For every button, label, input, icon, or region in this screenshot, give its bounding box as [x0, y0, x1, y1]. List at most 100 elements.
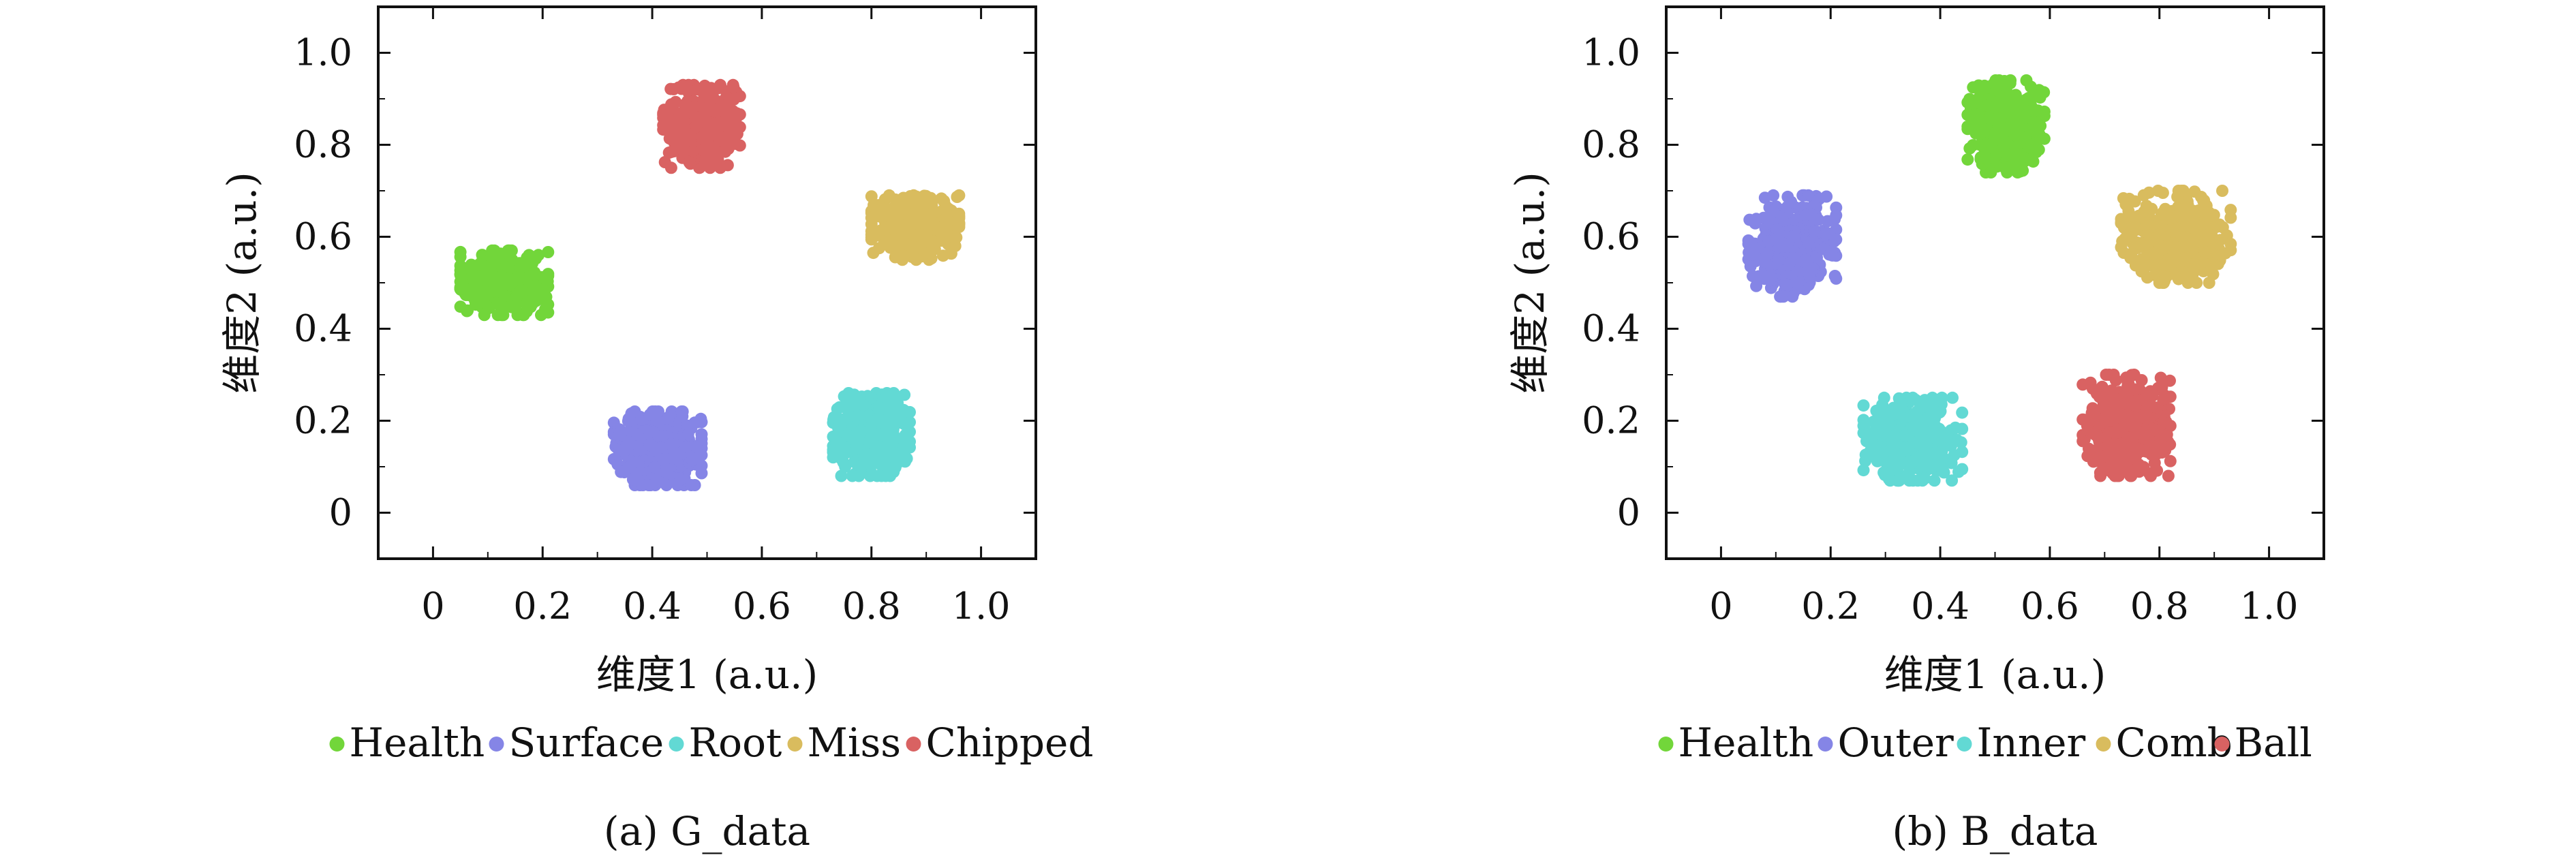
point	[889, 461, 902, 474]
point	[827, 430, 840, 443]
point	[1785, 196, 1798, 208]
point	[1895, 401, 1908, 414]
point	[1761, 270, 1774, 283]
series-chipped	[657, 78, 746, 174]
legend-marker	[329, 737, 345, 752]
point	[695, 467, 708, 480]
point	[2126, 369, 2138, 382]
point	[2157, 416, 2170, 429]
point	[2016, 97, 2029, 110]
legend-item-miss: Miss	[787, 720, 901, 766]
y-tick-label: 0.8	[1582, 123, 1640, 166]
point	[652, 416, 665, 429]
point	[674, 474, 686, 486]
point	[883, 412, 896, 424]
point	[2191, 217, 2204, 230]
point	[1826, 249, 1839, 262]
point	[853, 469, 865, 482]
point	[1805, 263, 1818, 276]
point	[2203, 277, 2215, 289]
legend-marker	[2096, 737, 2111, 752]
point	[726, 105, 739, 118]
point	[2115, 217, 2128, 230]
scatter-chart-b: 0 0.2 0.4 0.6 0.8 1.0 0 0.2 0.4 0.6 0.8 1.0 维度1 (a.u…	[1507, 5, 2325, 854]
point	[2123, 439, 2136, 452]
point	[681, 419, 694, 432]
legend-item-outer: Outer	[1818, 720, 1954, 766]
x-tick-label: 0.8	[2130, 585, 2189, 628]
series-surface	[607, 405, 708, 491]
point	[2100, 461, 2113, 474]
legend-label: Miss	[808, 720, 901, 766]
series-miss	[865, 189, 966, 266]
point	[688, 479, 701, 491]
point	[632, 456, 645, 469]
point	[1961, 120, 1974, 133]
point	[657, 108, 670, 121]
point	[676, 410, 689, 423]
point	[652, 476, 665, 488]
series-ball	[2076, 369, 2177, 482]
point	[2089, 415, 2102, 428]
point	[1830, 233, 1843, 246]
point	[1946, 391, 1959, 404]
point	[482, 288, 495, 301]
point	[850, 439, 863, 452]
point	[1883, 429, 1896, 442]
point	[936, 232, 949, 245]
point	[874, 459, 887, 471]
point	[1933, 406, 1946, 419]
point	[2006, 114, 2019, 127]
point	[2135, 236, 2148, 249]
point	[1877, 444, 1890, 457]
point	[2076, 378, 2089, 391]
y-tick-label: 0.4	[1582, 307, 1640, 350]
point	[472, 283, 485, 296]
y-tick-label: 0.2	[294, 399, 352, 442]
point	[1956, 446, 1969, 459]
y-axis-label: 维度2 (a.u.)	[219, 172, 265, 393]
point	[1891, 448, 1904, 461]
legend-marker	[669, 737, 684, 752]
point	[631, 428, 644, 441]
point	[1910, 436, 1922, 449]
y-tick-label: 0.6	[1582, 215, 1640, 258]
point	[2079, 414, 2091, 427]
point	[1961, 96, 1974, 109]
point	[1974, 118, 1987, 131]
point	[2216, 221, 2229, 234]
point	[2127, 452, 2139, 465]
point	[480, 262, 493, 274]
point	[2026, 141, 2038, 154]
y-tick-label: 0.6	[294, 215, 352, 258]
point	[2136, 427, 2149, 440]
point	[2107, 369, 2120, 381]
x-tick-label: 0.6	[733, 585, 791, 628]
point	[2210, 238, 2223, 251]
point	[2089, 429, 2102, 442]
point	[2192, 256, 2205, 269]
point	[2141, 403, 2153, 415]
point	[867, 247, 880, 260]
point	[1999, 125, 2012, 138]
point	[510, 290, 523, 303]
point	[1936, 426, 1948, 439]
point	[860, 448, 872, 461]
point	[949, 240, 962, 252]
point	[1770, 223, 1783, 236]
point	[1786, 230, 1799, 243]
point	[904, 416, 916, 429]
point	[2015, 109, 2028, 121]
point	[1857, 399, 1870, 412]
data-points	[454, 78, 966, 491]
point	[722, 142, 735, 155]
point	[2162, 469, 2175, 482]
x-tick-label: 0.2	[1801, 585, 1860, 628]
point	[1802, 189, 1815, 202]
point	[733, 121, 746, 134]
point	[2203, 228, 2215, 241]
point	[910, 253, 923, 266]
point	[898, 388, 911, 401]
point	[733, 139, 746, 152]
point	[911, 213, 924, 226]
